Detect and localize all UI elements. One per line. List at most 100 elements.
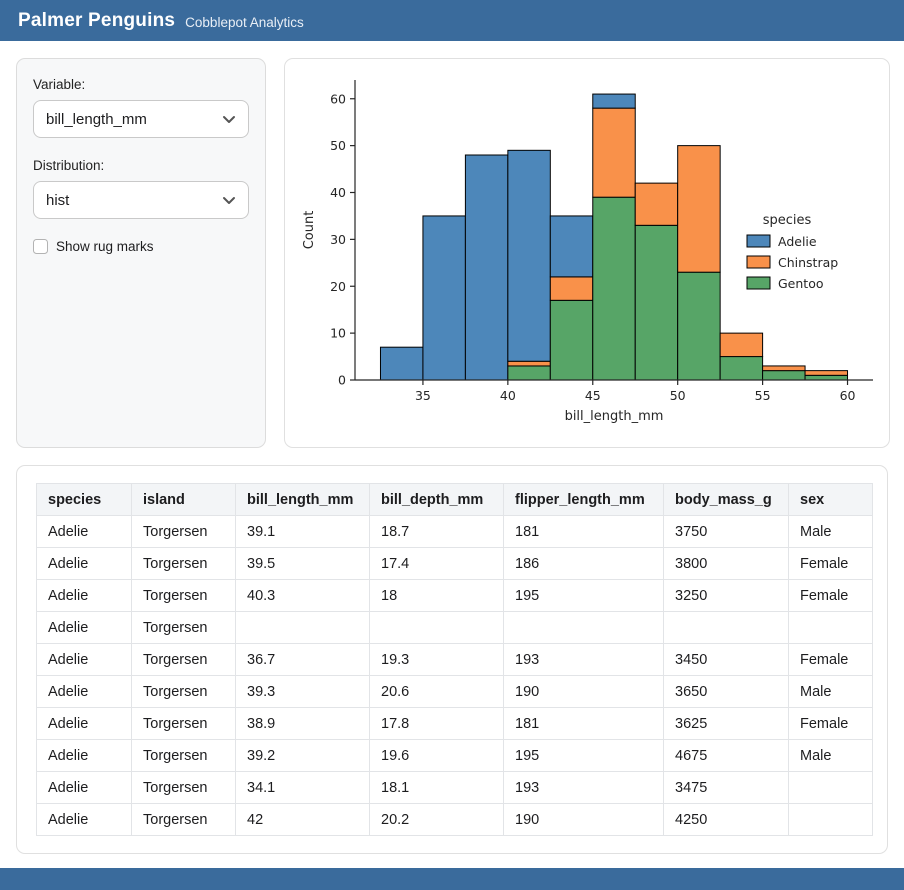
- penguins-table: species island bill_length_mm bill_depth_mm…: [36, 483, 873, 836]
- rug-checkbox[interactable]: [33, 239, 48, 254]
- table-cell: Adelie: [36, 707, 132, 740]
- table-column-header: bill_length_mm: [235, 483, 370, 516]
- chart-panel: 0 10 20 30 40 50 60 35 40 45 50 55 60 bill_length_mm C…: [284, 58, 890, 448]
- svg-text:10: 10: [330, 326, 346, 341]
- table-cell: 181: [503, 515, 664, 548]
- svg-text:40: 40: [330, 185, 346, 200]
- table-cell: [788, 611, 873, 644]
- table-cell: Female: [788, 707, 873, 740]
- table-row: Adelie Torgersen 40.3 18 195 3250 Female: [36, 579, 873, 612]
- table-body: Adelie Torgersen 39.1 18.7 181 3750 Male Adelie…: [36, 515, 873, 836]
- table-row: Adelie Torgersen: [36, 611, 873, 644]
- table-cell: Male: [788, 739, 873, 772]
- table-cell: 39.1: [235, 515, 370, 548]
- controls-panel: Variable: bill_length_mm Distribution: h…: [16, 58, 266, 448]
- table-column-header: island: [131, 483, 236, 516]
- table-cell: 39.2: [235, 739, 370, 772]
- table-cell: 20.6: [369, 675, 504, 708]
- table-cell: 19.3: [369, 643, 504, 676]
- variable-select[interactable]: bill_length_mm: [33, 100, 249, 138]
- table-cell: [663, 611, 789, 644]
- table-cell: 39.5: [235, 547, 370, 580]
- svg-text:0: 0: [338, 373, 346, 388]
- table-cell: 40.3: [235, 579, 370, 612]
- table-cell: 3250: [663, 579, 789, 612]
- table-column-header: bill_depth_mm: [369, 483, 504, 516]
- table-cell: Male: [788, 515, 873, 548]
- distribution-select-value: hist: [46, 191, 70, 209]
- table-cell: Female: [788, 579, 873, 612]
- table-column-header: body_mass_g: [663, 483, 789, 516]
- table-cell: Male: [788, 675, 873, 708]
- table-cell: [788, 803, 873, 836]
- table-cell: 3800: [663, 547, 789, 580]
- distribution-select[interactable]: hist: [33, 181, 249, 219]
- table-cell: Torgersen: [131, 739, 236, 772]
- table-row: Adelie Torgersen 36.7 19.3 193 3450 Female: [36, 643, 873, 676]
- table-header: species island bill_length_mm bill_depth_mm…: [36, 483, 873, 516]
- table-cell: 193: [503, 771, 664, 804]
- table-cell: Torgersen: [131, 643, 236, 676]
- variable-select-value: bill_length_mm: [46, 110, 147, 128]
- table-cell: 20.2: [369, 803, 504, 836]
- rug-checkbox-row: Show rug marks: [33, 239, 249, 254]
- table-cell: Torgersen: [131, 707, 236, 740]
- table-row: Adelie Torgersen 39.3 20.6 190 3650 Male: [36, 675, 873, 708]
- table-cell: 4250: [663, 803, 789, 836]
- svg-text:45: 45: [585, 388, 601, 403]
- table-cell: Female: [788, 643, 873, 676]
- table-cell: 19.6: [369, 739, 504, 772]
- chevron-down-icon: [222, 115, 236, 124]
- table-cell: 4675: [663, 739, 789, 772]
- table-row: Adelie Torgersen 39.2 19.6 195 4675 Male: [36, 739, 873, 772]
- table-cell: 38.9: [235, 707, 370, 740]
- table-cell: Adelie: [36, 547, 132, 580]
- svg-text:50: 50: [330, 138, 346, 153]
- chevron-down-icon: [222, 196, 236, 205]
- table-cell: Torgersen: [131, 803, 236, 836]
- app-footer: [0, 868, 904, 890]
- table-panel: species island bill_length_mm bill_depth_mm…: [16, 465, 888, 854]
- table-column-header: flipper_length_mm: [503, 483, 664, 516]
- table-cell: Adelie: [36, 611, 132, 644]
- main-content: Variable: bill_length_mm Distribution: h…: [0, 41, 904, 868]
- table-cell: Adelie: [36, 579, 132, 612]
- table-cell: 3625: [663, 707, 789, 740]
- app-title: Palmer Penguins: [18, 9, 176, 31]
- table-cell: Adelie: [36, 771, 132, 804]
- table-header-row: species island bill_length_mm bill_depth_mm…: [36, 483, 873, 516]
- table-cell: [369, 611, 504, 644]
- table-cell: Female: [788, 547, 873, 580]
- table-column-header: species: [36, 483, 132, 516]
- table-cell: 36.7: [235, 643, 370, 676]
- rug-checkbox-label: Show rug marks: [56, 239, 154, 254]
- svg-text:Count: Count: [302, 211, 317, 250]
- svg-text:bill_length_mm: bill_length_mm: [565, 409, 664, 424]
- distribution-label: Distribution:: [33, 158, 105, 173]
- histogram-chart: 0 10 20 30 40 50 60 35 40 45 50 55 60 bill_length_mm C…: [302, 80, 873, 424]
- table-cell: Torgersen: [131, 547, 236, 580]
- variable-label: Variable:: [33, 77, 86, 92]
- table-cell: [503, 611, 664, 644]
- table-cell: 18.1: [369, 771, 504, 804]
- svg-text:60: 60: [840, 388, 856, 403]
- table-cell: 42: [235, 803, 370, 836]
- table-cell: 186: [503, 547, 664, 580]
- table-cell: 3450: [663, 643, 789, 676]
- table-cell: [788, 771, 873, 804]
- table-cell: 3650: [663, 675, 789, 708]
- table-cell: Torgersen: [131, 675, 236, 708]
- table-cell: Torgersen: [131, 611, 236, 644]
- table-cell: 17.4: [369, 547, 504, 580]
- table-cell: 195: [503, 739, 664, 772]
- svg-text:40: 40: [500, 388, 516, 403]
- svg-text:30: 30: [330, 232, 346, 247]
- table-cell: 193: [503, 643, 664, 676]
- table-cell: 190: [503, 675, 664, 708]
- table-cell: Adelie: [36, 515, 132, 548]
- svg-text:35: 35: [415, 388, 431, 403]
- table-row: Adelie Torgersen 38.9 17.8 181 3625 Female: [36, 707, 873, 740]
- table-cell: 34.1: [235, 771, 370, 804]
- table-cell: Torgersen: [131, 771, 236, 804]
- table-column-header: sex: [788, 483, 873, 516]
